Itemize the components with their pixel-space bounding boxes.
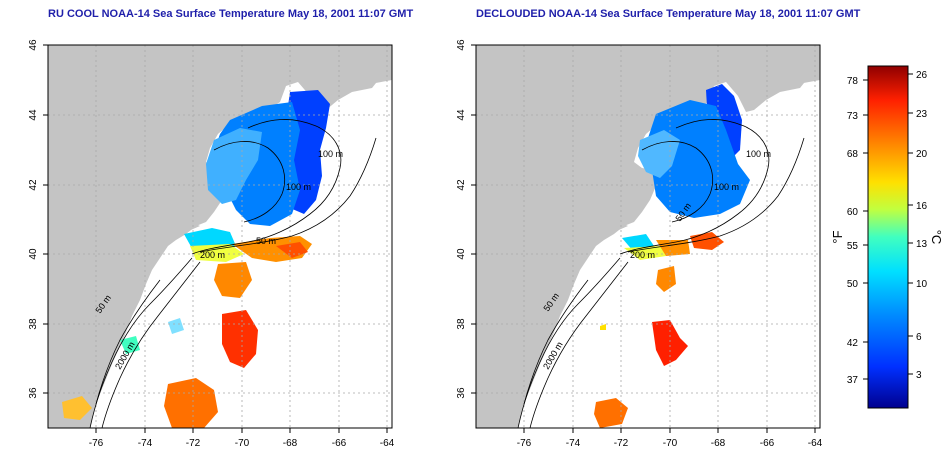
fahrenheit-tick: 37: [847, 375, 859, 386]
right-panel-title: DECLOUDED NOAA-14 Sea Surface Temperatur…: [476, 8, 861, 20]
nova-scotia: [330, 54, 392, 90]
lon-tick-label: -68: [711, 438, 726, 449]
bathymetry-contours: [517, 119, 805, 428]
lon-tick-label: -72: [614, 438, 629, 449]
lat-tick-label: 42: [28, 179, 39, 191]
bathymetry-contours: [89, 119, 377, 428]
land-mass: [476, 45, 820, 428]
lon-tick-label: -74: [138, 438, 153, 449]
fahrenheit-unit-label: °F: [830, 230, 845, 243]
fahrenheit-tick: 78: [847, 76, 859, 87]
lon-tick-label: -76: [89, 438, 104, 449]
contour-label: 100 m: [286, 182, 311, 192]
lat-tick-label: 42: [456, 179, 467, 191]
celsius-tick: 3: [916, 370, 922, 381]
map-frame: [47, 44, 393, 429]
temperature-colorbar: 78 73 68 60 55 50 42 37 26 23 20 16 13 1…: [830, 65, 944, 409]
fahrenheit-tick: 50: [847, 279, 859, 290]
lat-tick-label: 46: [456, 39, 467, 51]
map-frame: [475, 44, 821, 429]
lat-tick-label: 44: [456, 109, 467, 121]
left-panel-title: RU COOL NOAA-14 Sea Surface Temperature …: [48, 8, 414, 20]
celsius-tick: 20: [916, 149, 928, 160]
celsius-unit-label: °C: [929, 230, 944, 245]
land-mass: [48, 45, 392, 428]
contour-label: 50 m: [256, 236, 276, 246]
lon-tick-label: -64: [808, 438, 823, 449]
celsius-tick: 6: [916, 332, 922, 343]
long-island: [588, 222, 628, 238]
celsius-tick: 26: [916, 70, 928, 81]
lat-tick-label: 40: [456, 248, 467, 260]
lon-tick-label: -70: [663, 438, 678, 449]
lon-tick-label: -66: [760, 438, 775, 449]
lon-tick-label: -72: [186, 438, 201, 449]
colorbar-scale: [867, 65, 909, 409]
contour-label: 100 m: [714, 182, 739, 192]
lat-tick-label: 44: [28, 109, 39, 121]
fahrenheit-tick: 42: [847, 338, 859, 349]
contour-label: 100 m: [746, 149, 771, 159]
long-island: [160, 222, 200, 238]
contour-label: 200 m: [200, 250, 225, 260]
nova-scotia: [758, 54, 820, 90]
left-map-panel: 100 m 100 m 50 m 200 m 50 m 2000 m -76 -…: [28, 39, 395, 449]
lat-tick-label: 36: [456, 387, 467, 399]
celsius-tick: 10: [916, 279, 928, 290]
celsius-tick: 23: [916, 109, 928, 120]
lon-tick-label: -64: [380, 438, 395, 449]
lat-tick-label: 40: [28, 248, 39, 260]
fahrenheit-tick: 68: [847, 149, 859, 160]
lon-tick-label: -76: [517, 438, 532, 449]
contour-label: 100 m: [318, 149, 343, 159]
right-map-panel: 100 m 100 m 50 m 200 m 50 m 2000 m -76 -…: [456, 39, 823, 449]
lat-tick-label: 38: [28, 318, 39, 330]
lon-tick-label: -68: [283, 438, 298, 449]
lon-tick-label: -70: [235, 438, 250, 449]
fahrenheit-tick: 55: [847, 241, 859, 252]
celsius-tick: 16: [916, 201, 928, 212]
contour-label: 200 m: [630, 250, 655, 260]
fahrenheit-tick: 73: [847, 111, 859, 122]
lon-tick-label: -74: [566, 438, 581, 449]
celsius-tick: 13: [916, 239, 928, 250]
lat-tick-label: 46: [28, 39, 39, 51]
lat-tick-label: 38: [456, 318, 467, 330]
lat-tick-label: 36: [28, 387, 39, 399]
fahrenheit-tick: 60: [847, 207, 859, 218]
lon-tick-label: -66: [332, 438, 347, 449]
